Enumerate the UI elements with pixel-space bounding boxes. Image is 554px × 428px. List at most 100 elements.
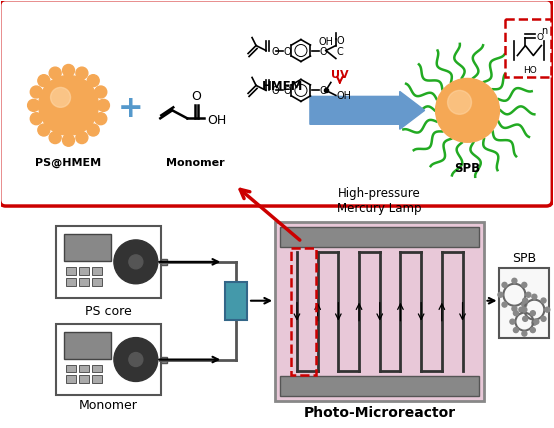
Circle shape [514,327,519,333]
FancyBboxPatch shape [64,332,111,359]
FancyBboxPatch shape [505,19,551,77]
Circle shape [98,99,110,111]
Text: OH: OH [207,114,227,127]
Circle shape [522,282,527,287]
Circle shape [129,255,143,269]
FancyBboxPatch shape [56,226,161,298]
Circle shape [532,294,537,299]
FancyBboxPatch shape [275,222,485,401]
Circle shape [526,292,531,297]
Circle shape [39,75,99,135]
FancyBboxPatch shape [280,377,480,396]
Text: OH: OH [319,36,334,47]
Circle shape [530,327,535,333]
FancyBboxPatch shape [66,375,76,383]
Circle shape [76,131,88,143]
Text: HO: HO [524,66,537,75]
FancyBboxPatch shape [56,324,161,395]
FancyBboxPatch shape [280,227,480,247]
Text: n: n [541,26,547,36]
FancyBboxPatch shape [79,375,89,383]
Circle shape [49,131,61,143]
FancyBboxPatch shape [92,375,102,383]
Circle shape [545,307,550,312]
Circle shape [522,331,527,336]
Text: UV: UV [331,71,348,80]
FancyBboxPatch shape [92,267,102,275]
Circle shape [129,353,143,366]
Circle shape [49,67,61,79]
Circle shape [502,302,507,307]
FancyBboxPatch shape [66,365,76,372]
Circle shape [534,319,539,324]
Circle shape [95,113,107,125]
Circle shape [512,306,517,311]
Circle shape [114,240,158,284]
Text: O: O [284,86,291,96]
Circle shape [63,134,74,146]
FancyBboxPatch shape [79,278,89,286]
FancyBboxPatch shape [92,365,102,372]
Text: O: O [271,47,279,56]
Circle shape [510,319,515,324]
Circle shape [522,302,527,307]
Text: PS core: PS core [85,305,132,318]
Text: O: O [284,47,291,56]
Circle shape [30,86,42,98]
FancyBboxPatch shape [79,267,89,275]
FancyBboxPatch shape [66,267,76,275]
Text: Monomer: Monomer [166,158,224,168]
Text: HMEM: HMEM [262,80,304,93]
FancyBboxPatch shape [64,234,111,261]
Text: O: O [271,86,279,96]
Circle shape [532,320,537,325]
Circle shape [448,90,471,114]
Circle shape [95,86,107,98]
Circle shape [514,311,519,316]
FancyBboxPatch shape [161,357,167,363]
Circle shape [541,316,546,321]
Text: OH: OH [337,92,352,101]
Circle shape [522,316,527,321]
Circle shape [38,124,50,136]
Text: SPB: SPB [454,162,480,175]
Text: C: C [337,47,343,56]
FancyBboxPatch shape [225,282,247,320]
Circle shape [87,124,99,136]
Text: High-pressure
Mercury Lamp: High-pressure Mercury Lamp [337,187,422,215]
Circle shape [519,307,524,312]
Circle shape [28,99,39,111]
Text: O: O [337,36,345,45]
Circle shape [38,75,50,86]
Text: O: O [536,33,543,42]
Text: SPB: SPB [512,252,536,265]
Circle shape [502,282,507,287]
Circle shape [498,292,503,297]
Circle shape [512,278,517,283]
Circle shape [30,113,42,125]
FancyArrow shape [310,92,424,129]
Circle shape [76,67,88,79]
Text: Photo-Microreactor: Photo-Microreactor [304,406,456,420]
Circle shape [114,338,158,381]
Circle shape [530,311,535,316]
Text: PS@HMEM: PS@HMEM [35,158,101,169]
Circle shape [522,307,527,312]
Circle shape [541,298,546,303]
FancyBboxPatch shape [500,268,550,338]
Text: O: O [320,47,327,56]
FancyBboxPatch shape [66,278,76,286]
FancyBboxPatch shape [0,0,552,206]
FancyBboxPatch shape [92,278,102,286]
FancyBboxPatch shape [79,365,89,372]
Text: O: O [191,90,201,103]
FancyBboxPatch shape [161,259,167,265]
Circle shape [50,87,70,107]
Circle shape [435,78,500,142]
Text: Monomer: Monomer [79,399,138,413]
Text: +: + [117,94,143,123]
Circle shape [63,65,74,77]
Circle shape [87,75,99,86]
Circle shape [522,298,527,303]
Text: O: O [320,86,327,96]
